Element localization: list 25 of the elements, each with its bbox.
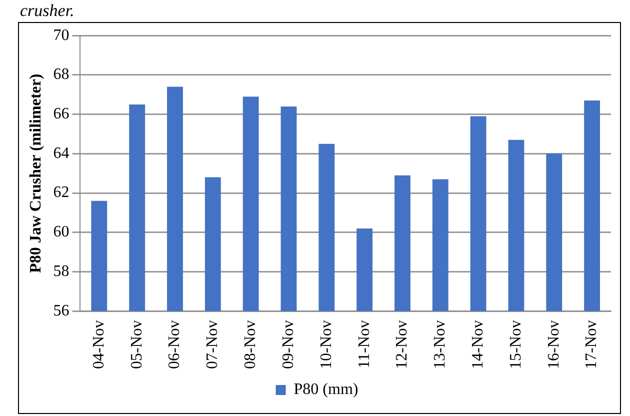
y-tick-label: 58 [53,262,70,280]
text: crusher. [20,0,74,21]
x-tick-label: 05-Nov [128,320,146,370]
y-tick-label: 62 [53,184,70,202]
x-tick-label: 15-Nov [507,320,524,370]
y-tick-label: 68 [53,66,70,84]
x-tick-label: 10-Nov [318,320,335,370]
x-tick-label: 12-Nov [394,320,411,370]
x-tick-label: 09-Nov [280,320,297,370]
y-tick-label: 56 [53,302,70,320]
x-tick-label: 13-Nov [432,320,449,370]
x-tick-label: 14-Nov [470,320,487,370]
x-tick-label: 16-Nov [545,320,562,370]
y-tick-label: 60 [53,224,70,241]
y-tick-label: 66 [53,106,70,123]
legend-label: P80 (mm) [294,381,358,398]
x-tick-label: 07-Nov [204,320,222,370]
y-tick-label: 64 [53,144,70,162]
x-tick-label: 06-Nov [166,320,184,370]
x-tick-label: 17-Nov [583,320,600,370]
x-tick-label: 04-Nov [90,320,108,370]
y-axis-title: P80 Jaw Crusher (milimeter) [28,74,45,273]
x-tick-label: 11-Nov [356,320,373,368]
x-tick-label: 08-Nov [242,320,260,370]
y-tick-label: 70 [53,26,70,44]
